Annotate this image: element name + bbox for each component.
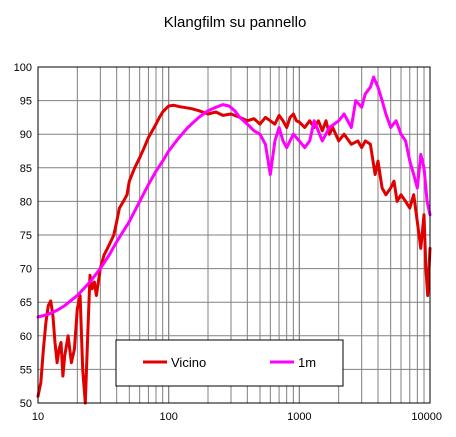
y-tick-label: 90 (20, 129, 32, 141)
plot-border (37, 66, 431, 404)
x-axis-ticks: 10 100 1000 10000 (32, 411, 442, 423)
chart-title: Klangfilm su pannello (164, 14, 307, 31)
x-tick-label: 100 (159, 411, 177, 423)
y-tick-label: 100 (14, 62, 32, 74)
y-tick-label: 70 (20, 264, 32, 276)
y-tick-label: 65 (20, 297, 32, 309)
legend: Vicino 1m (115, 339, 344, 387)
y-tick-label: 50 (20, 398, 32, 410)
y-tick-label: 55 (20, 364, 32, 376)
y-tick-label: 95 (20, 96, 32, 108)
y-tick-label: 85 (20, 163, 32, 175)
y-tick-label: 75 (20, 230, 32, 242)
y-tick-label: 60 (20, 331, 32, 343)
legend-label-series-1: Vicino (171, 355, 206, 370)
x-tick-label: 10 (32, 411, 44, 423)
x-tick-label: 10000 (411, 411, 442, 423)
legend-label-series-2: 1m (298, 355, 316, 370)
y-tick-label: 80 (20, 196, 32, 208)
x-tick-label: 1000 (287, 411, 311, 423)
series-layer (36, 75, 432, 405)
y-axis-ticks: 50 55 60 65 70 75 80 85 90 95 100 (14, 62, 32, 410)
series-line-2 (36, 75, 432, 319)
